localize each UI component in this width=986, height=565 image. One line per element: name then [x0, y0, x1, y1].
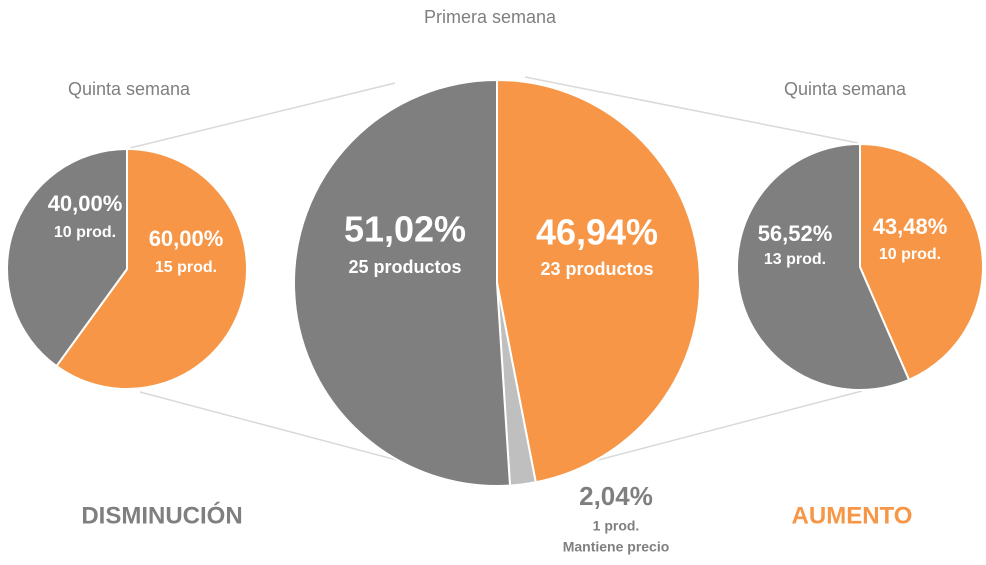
pie-title: Primera semana: [424, 7, 557, 27]
product-label: 13 prod.: [764, 251, 826, 268]
product-label: 1 prod.: [593, 518, 640, 534]
product-label: 10 prod.: [879, 246, 941, 263]
product-label: 23 productos: [540, 259, 653, 279]
pie-title: Quinta semana: [784, 79, 907, 99]
value-label: 60,00%: [149, 226, 224, 251]
pie-slice: [859, 142, 984, 382]
connector: [129, 82, 396, 149]
value-label: 2,04%: [579, 481, 653, 511]
value-label: 43,48%: [873, 214, 948, 239]
value-label: 56,52%: [758, 221, 833, 246]
connector: [139, 391, 409, 464]
value-label: 40,00%: [48, 191, 123, 216]
pie-slice: [6, 147, 128, 368]
pie-slice: [55, 147, 248, 390]
value-label: 46,94%: [536, 212, 658, 253]
annotation: DISMINUCIÓN: [81, 501, 242, 529]
connector: [524, 76, 859, 144]
pie-slice: [496, 78, 701, 484]
product-label: 10 prod.: [54, 224, 116, 241]
product-label: 15 prod.: [155, 259, 217, 276]
pie-slice: [736, 142, 911, 391]
connector: [559, 390, 863, 471]
product-label: 25 productos: [348, 257, 461, 277]
annotation: AUMENTO: [792, 502, 913, 529]
value-label: 51,02%: [344, 209, 466, 250]
pie-title: Quinta semana: [68, 79, 191, 99]
category-label: Mantiene precio: [563, 539, 670, 555]
pie-slice: [292, 78, 512, 487]
